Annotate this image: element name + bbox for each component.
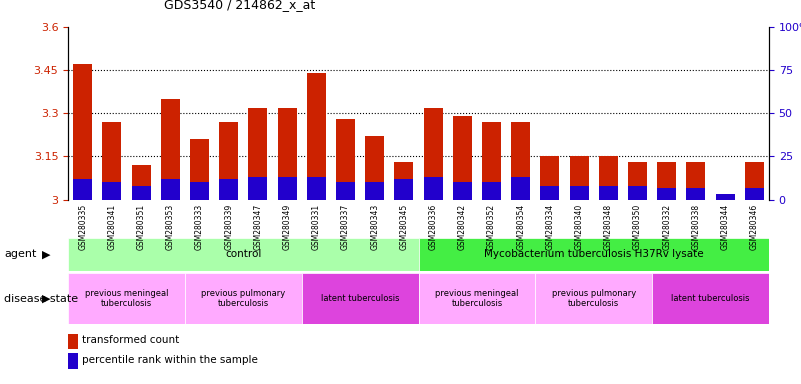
Bar — [686, 188, 706, 200]
Text: GSM280344: GSM280344 — [721, 204, 730, 250]
Text: previous pulmonary
tuberculosis: previous pulmonary tuberculosis — [552, 289, 636, 308]
Bar — [570, 186, 589, 200]
Text: GSM280333: GSM280333 — [195, 204, 204, 250]
Bar — [745, 162, 764, 200]
Bar — [336, 182, 355, 200]
Text: GSM280351: GSM280351 — [137, 204, 146, 250]
Bar — [302, 273, 418, 324]
Bar — [161, 179, 179, 200]
Text: GSM280353: GSM280353 — [166, 204, 175, 250]
Bar — [535, 273, 652, 324]
Bar — [73, 179, 92, 200]
Text: latent tuberculosis: latent tuberculosis — [321, 294, 400, 303]
Text: GSM280343: GSM280343 — [370, 204, 379, 250]
Text: GSM280334: GSM280334 — [545, 204, 554, 250]
Bar — [103, 182, 122, 200]
Bar — [131, 186, 151, 200]
Bar — [161, 99, 179, 200]
Bar — [599, 186, 618, 200]
Bar — [190, 182, 209, 200]
Text: previous meningeal
tuberculosis: previous meningeal tuberculosis — [85, 289, 168, 308]
Bar — [658, 162, 676, 200]
Text: Mycobacterium tuberculosis H37Rv lysate: Mycobacterium tuberculosis H37Rv lysate — [484, 249, 703, 260]
Bar — [307, 73, 326, 200]
Bar — [482, 182, 501, 200]
Text: previous meningeal
tuberculosis: previous meningeal tuberculosis — [435, 289, 519, 308]
Text: GSM280354: GSM280354 — [516, 204, 525, 250]
Text: GSM280350: GSM280350 — [633, 204, 642, 250]
Text: percentile rank within the sample: percentile rank within the sample — [82, 355, 258, 365]
Bar — [424, 177, 443, 200]
Text: disease state: disease state — [4, 293, 78, 304]
Bar — [570, 157, 589, 200]
Bar — [424, 108, 443, 200]
Bar — [394, 162, 413, 200]
Bar — [68, 273, 185, 324]
Bar — [686, 162, 706, 200]
Bar — [511, 177, 530, 200]
Text: previous pulmonary
tuberculosis: previous pulmonary tuberculosis — [201, 289, 285, 308]
Bar — [715, 197, 735, 200]
Bar — [103, 122, 122, 200]
Text: GSM280349: GSM280349 — [283, 204, 292, 250]
Bar — [248, 108, 268, 200]
Bar — [185, 273, 302, 324]
Bar — [652, 273, 769, 324]
Text: GSM280340: GSM280340 — [574, 204, 584, 250]
Text: GSM280347: GSM280347 — [253, 204, 263, 250]
Bar — [68, 238, 418, 271]
Text: GSM280332: GSM280332 — [662, 204, 671, 250]
Text: GSM280336: GSM280336 — [429, 204, 437, 250]
Text: GSM280335: GSM280335 — [78, 204, 87, 250]
Bar — [278, 108, 296, 200]
Bar — [418, 273, 535, 324]
Bar — [131, 165, 151, 200]
Bar — [745, 188, 764, 200]
Bar — [482, 122, 501, 200]
Text: GSM280345: GSM280345 — [400, 204, 409, 250]
Text: GSM280346: GSM280346 — [750, 204, 759, 250]
Text: GSM280348: GSM280348 — [604, 204, 613, 250]
Bar — [394, 179, 413, 200]
Text: control: control — [225, 249, 261, 260]
Text: GSM280338: GSM280338 — [691, 204, 700, 250]
Bar — [336, 119, 355, 200]
Bar — [219, 179, 238, 200]
Bar — [219, 122, 238, 200]
Bar — [541, 186, 559, 200]
Text: transformed count: transformed count — [82, 335, 179, 345]
Bar — [278, 177, 296, 200]
Text: latent tuberculosis: latent tuberculosis — [671, 294, 750, 303]
Text: GDS3540 / 214862_x_at: GDS3540 / 214862_x_at — [164, 0, 316, 12]
Bar — [307, 177, 326, 200]
Bar — [190, 139, 209, 200]
Text: ▶: ▶ — [42, 249, 50, 260]
Bar — [511, 122, 530, 200]
Bar — [453, 182, 472, 200]
Bar — [248, 177, 268, 200]
Text: GSM280331: GSM280331 — [312, 204, 321, 250]
Bar — [715, 195, 735, 200]
Text: GSM280352: GSM280352 — [487, 204, 496, 250]
Text: ▶: ▶ — [42, 293, 50, 304]
Text: GSM280339: GSM280339 — [224, 204, 233, 250]
Bar — [628, 162, 647, 200]
Text: agent: agent — [4, 249, 36, 260]
Bar — [418, 238, 769, 271]
Bar — [628, 186, 647, 200]
Bar — [73, 64, 92, 200]
Bar — [365, 136, 384, 200]
Bar — [453, 116, 472, 200]
Bar — [658, 188, 676, 200]
Text: GSM280341: GSM280341 — [107, 204, 116, 250]
Text: GSM280337: GSM280337 — [341, 204, 350, 250]
Text: GSM280342: GSM280342 — [458, 204, 467, 250]
Bar — [541, 157, 559, 200]
Bar — [365, 182, 384, 200]
Bar — [599, 157, 618, 200]
